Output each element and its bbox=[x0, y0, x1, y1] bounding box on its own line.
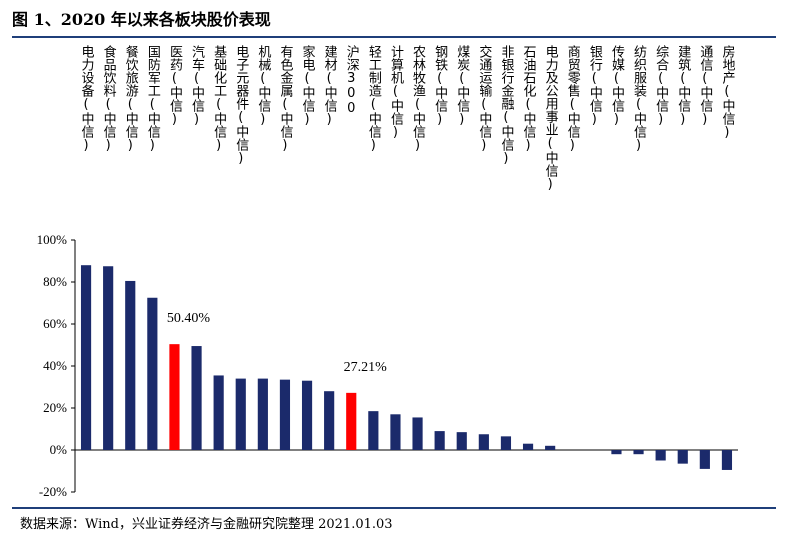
y-tick-label: 60% bbox=[43, 316, 67, 331]
category-label: 电子元器件(中信) bbox=[233, 45, 249, 166]
bar bbox=[235, 378, 246, 450]
category-label: 轻工制造(中信) bbox=[366, 45, 382, 153]
bottom-rule bbox=[12, 507, 776, 509]
bar bbox=[721, 450, 733, 470]
category-label: 机械(中信) bbox=[255, 45, 271, 127]
category-label: 银行(中信) bbox=[587, 45, 603, 127]
category-label: 基础化工(中信) bbox=[211, 45, 227, 153]
data-label: 50.40% bbox=[167, 311, 211, 326]
category-label: 交通运输(中信) bbox=[476, 44, 492, 153]
category-label: 钢铁(中信) bbox=[432, 45, 448, 127]
category-label: 汽车(中信) bbox=[189, 45, 205, 127]
bar bbox=[191, 346, 202, 450]
category-label: 电力设备(中信) bbox=[79, 45, 95, 153]
category-label: 综合(中信) bbox=[653, 45, 669, 127]
y-tick-label: -20% bbox=[39, 484, 67, 499]
bar bbox=[434, 431, 445, 450]
bar bbox=[257, 378, 268, 450]
source-note: 数据来源：Wind，兴业证券经济与金融研究院整理 2021.01.03 bbox=[20, 517, 393, 532]
category-label: 国防军工(中信) bbox=[145, 45, 161, 153]
category-label: 食品饮料(中信) bbox=[101, 44, 117, 153]
category-label: 有色金属(中信) bbox=[277, 45, 293, 153]
top-rule bbox=[12, 36, 776, 38]
bar bbox=[611, 450, 622, 455]
bar bbox=[80, 265, 92, 450]
bar bbox=[412, 417, 423, 450]
y-tick-label: 80% bbox=[43, 274, 67, 289]
bar bbox=[324, 391, 335, 450]
bar bbox=[677, 450, 688, 464]
bar bbox=[279, 379, 291, 450]
bar bbox=[633, 450, 644, 455]
bar bbox=[301, 380, 313, 450]
page-title: 图 1、2020 年以来各板块股价表现 bbox=[12, 10, 271, 29]
bar bbox=[125, 280, 136, 450]
bar bbox=[478, 434, 489, 450]
category-label: 石油石化(中信) bbox=[521, 45, 537, 153]
category-label: 房地产(中信) bbox=[719, 44, 735, 140]
bar bbox=[368, 411, 379, 450]
chart-bars bbox=[80, 265, 733, 470]
category-label: 餐饮旅游(中信) bbox=[123, 44, 139, 153]
category-label: 通信(中信) bbox=[697, 45, 713, 127]
bar bbox=[213, 375, 224, 450]
highlighted-bar bbox=[169, 344, 180, 450]
highlighted-bar bbox=[346, 392, 357, 450]
category-labels: 电力设备(中信) 食品饮料(中信) 餐饮旅游(中信) 国防军工(中信) 医药(中信) 汽车… bbox=[79, 44, 735, 192]
category-label: 传媒(中信) bbox=[609, 45, 625, 127]
bar bbox=[655, 450, 666, 461]
category-label: 家电(中信) bbox=[300, 44, 316, 127]
category-label: 纺织服装(中信) bbox=[631, 45, 647, 153]
bar bbox=[699, 450, 710, 469]
category-label: 电力及公用事业(中信) bbox=[543, 45, 559, 192]
category-label: 商贸零售(中信) bbox=[565, 45, 581, 153]
y-tick-label: 100% bbox=[37, 232, 68, 247]
bar bbox=[522, 443, 534, 450]
chart-axes: 100% 80% 60% 40% 20% 0% -20% bbox=[37, 232, 738, 499]
category-label: 建材(中信) bbox=[322, 45, 338, 127]
category-label: 煤炭(中信) bbox=[454, 45, 470, 127]
data-labels: 50.40% 27.21% bbox=[167, 311, 387, 375]
y-tick-label: 0% bbox=[50, 442, 68, 457]
category-label: 建筑(中信) bbox=[675, 45, 691, 127]
bar bbox=[545, 445, 556, 450]
category-label: 农林牧渔(中信) bbox=[410, 45, 426, 153]
category-label: 医药(中信) bbox=[167, 45, 183, 127]
y-tick-label: 20% bbox=[43, 400, 67, 415]
category-label: 非银行金融(中信) bbox=[498, 45, 514, 166]
bar bbox=[147, 297, 158, 450]
category-label: 计算机(中信) bbox=[388, 45, 404, 140]
bar bbox=[390, 414, 401, 450]
bar bbox=[500, 436, 512, 450]
bar bbox=[456, 432, 467, 450]
category-label: 沪深300 bbox=[344, 44, 360, 116]
data-label: 27.21% bbox=[344, 360, 388, 375]
y-tick-label: 40% bbox=[43, 358, 67, 373]
bar-chart: 100% 80% 60% 40% 20% 0% -20% 电力设备(中信) 食品饮料(中信) 餐… bbox=[37, 44, 738, 499]
bar bbox=[103, 266, 114, 450]
